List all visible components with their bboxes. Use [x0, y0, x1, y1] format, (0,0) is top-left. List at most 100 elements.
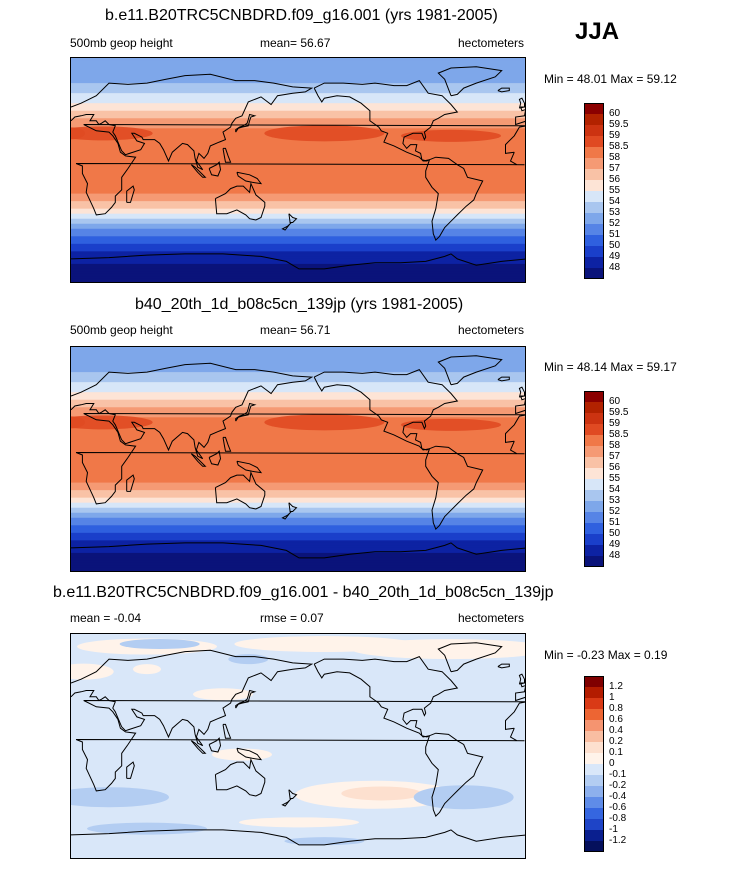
- field-band: [71, 482, 525, 486]
- colorbar-label: 1: [609, 692, 615, 703]
- field-band: [71, 530, 525, 534]
- panel-3-minmax: Min = -0.23 Max = 0.19: [544, 648, 668, 662]
- coastline: [236, 747, 263, 761]
- colorbar-swatch: [584, 413, 604, 424]
- field-high-region: [71, 127, 85, 140]
- field-band: [71, 98, 525, 102]
- field-band: [71, 399, 525, 403]
- field-band: [71, 273, 525, 278]
- colorbar-label: 0.8: [609, 703, 623, 714]
- colorbar-swatch: [584, 720, 604, 731]
- field-band: [71, 261, 525, 265]
- coastline: [208, 161, 222, 177]
- coastline: [313, 655, 459, 738]
- field-band: [71, 562, 525, 567]
- field-band: [71, 178, 525, 182]
- field-anomaly-region: [413, 785, 514, 810]
- field-band: [71, 480, 525, 484]
- field-band: [71, 246, 525, 250]
- colorbar-swatch: [584, 523, 604, 534]
- field-high-region: [71, 415, 153, 430]
- colorbar-swatch: [584, 391, 604, 402]
- coastline: [71, 649, 314, 747]
- map-canvas: [71, 634, 525, 858]
- colorbar-swatch: [584, 786, 604, 797]
- field-band: [71, 168, 525, 172]
- field-band: [71, 271, 525, 275]
- field-band: [71, 83, 525, 87]
- field-band: [71, 369, 525, 373]
- panel-3-units-label: hectometers: [458, 611, 525, 625]
- field-band: [71, 173, 525, 177]
- field-band: [71, 228, 525, 232]
- field-band: [71, 384, 525, 388]
- field-band: [71, 78, 525, 82]
- colorbar-swatch: [584, 479, 604, 490]
- field-band: [71, 500, 525, 504]
- field-band: [71, 236, 525, 240]
- field-anomaly-region: [239, 817, 359, 828]
- coastline: [208, 737, 222, 753]
- colorbar-label: 59.5: [609, 119, 629, 130]
- field-band: [71, 545, 525, 549]
- colorbar-label: 48: [609, 262, 621, 273]
- field-band: [71, 208, 525, 212]
- field-band: [71, 198, 525, 202]
- panel-2-map: [70, 346, 526, 572]
- panel-2-mean-label: mean= 56.71: [260, 323, 331, 337]
- panel-2-units-label: hectometers: [458, 323, 525, 337]
- field-band: [71, 477, 525, 481]
- field-band: [71, 560, 525, 564]
- field-band: [71, 160, 525, 165]
- field-band: [71, 206, 525, 210]
- coastline: [497, 663, 510, 669]
- field-band: [71, 216, 525, 220]
- field-band: [71, 535, 525, 539]
- field-band: [71, 515, 525, 519]
- field-band: [71, 442, 525, 446]
- field-band: [71, 163, 525, 167]
- colorbar-swatch: [584, 698, 604, 709]
- field-band: [71, 382, 525, 386]
- coastline: [437, 66, 503, 97]
- field-band: [71, 394, 525, 398]
- colorbar-label: 49: [609, 251, 621, 262]
- coastline: [71, 829, 525, 846]
- colorbar-swatch: [584, 114, 604, 125]
- coastline: [425, 156, 484, 241]
- field-band: [71, 490, 525, 494]
- coastline: [71, 542, 525, 559]
- field-band: [71, 354, 525, 358]
- coastline: [288, 789, 298, 799]
- field-band: [71, 470, 525, 474]
- coastline: [518, 386, 525, 398]
- field-band: [71, 103, 525, 107]
- colorbar-swatch: [584, 103, 604, 114]
- colorbar-swatch: [584, 202, 604, 213]
- colorbar-label: 0.1: [609, 747, 623, 758]
- field-band: [71, 447, 525, 451]
- colorbar-label: 51: [609, 229, 621, 240]
- colorbar-label: 53: [609, 495, 621, 506]
- field-band: [71, 115, 525, 119]
- colorbar-label: 58.5: [609, 429, 629, 440]
- colorbar-label: 50: [609, 528, 621, 539]
- colorbar-swatch: [584, 501, 604, 512]
- field-band: [71, 507, 525, 511]
- field-band: [71, 462, 525, 466]
- panel-3-map: [70, 633, 526, 859]
- field-band: [71, 475, 525, 479]
- colorbar-swatch: [584, 676, 604, 687]
- colorbar-label: 58: [609, 440, 621, 451]
- coastline: [214, 470, 266, 510]
- coastline: [518, 97, 525, 109]
- colorbar-label: 0.2: [609, 736, 623, 747]
- colorbar-label: 60: [609, 396, 621, 407]
- field-band: [71, 457, 525, 461]
- colorbar-label: -0.2: [609, 780, 627, 791]
- field-band: [71, 397, 525, 401]
- coastline: [126, 185, 135, 203]
- field-band: [71, 404, 525, 408]
- field-high-region: [71, 126, 153, 141]
- field-high-region: [264, 414, 385, 431]
